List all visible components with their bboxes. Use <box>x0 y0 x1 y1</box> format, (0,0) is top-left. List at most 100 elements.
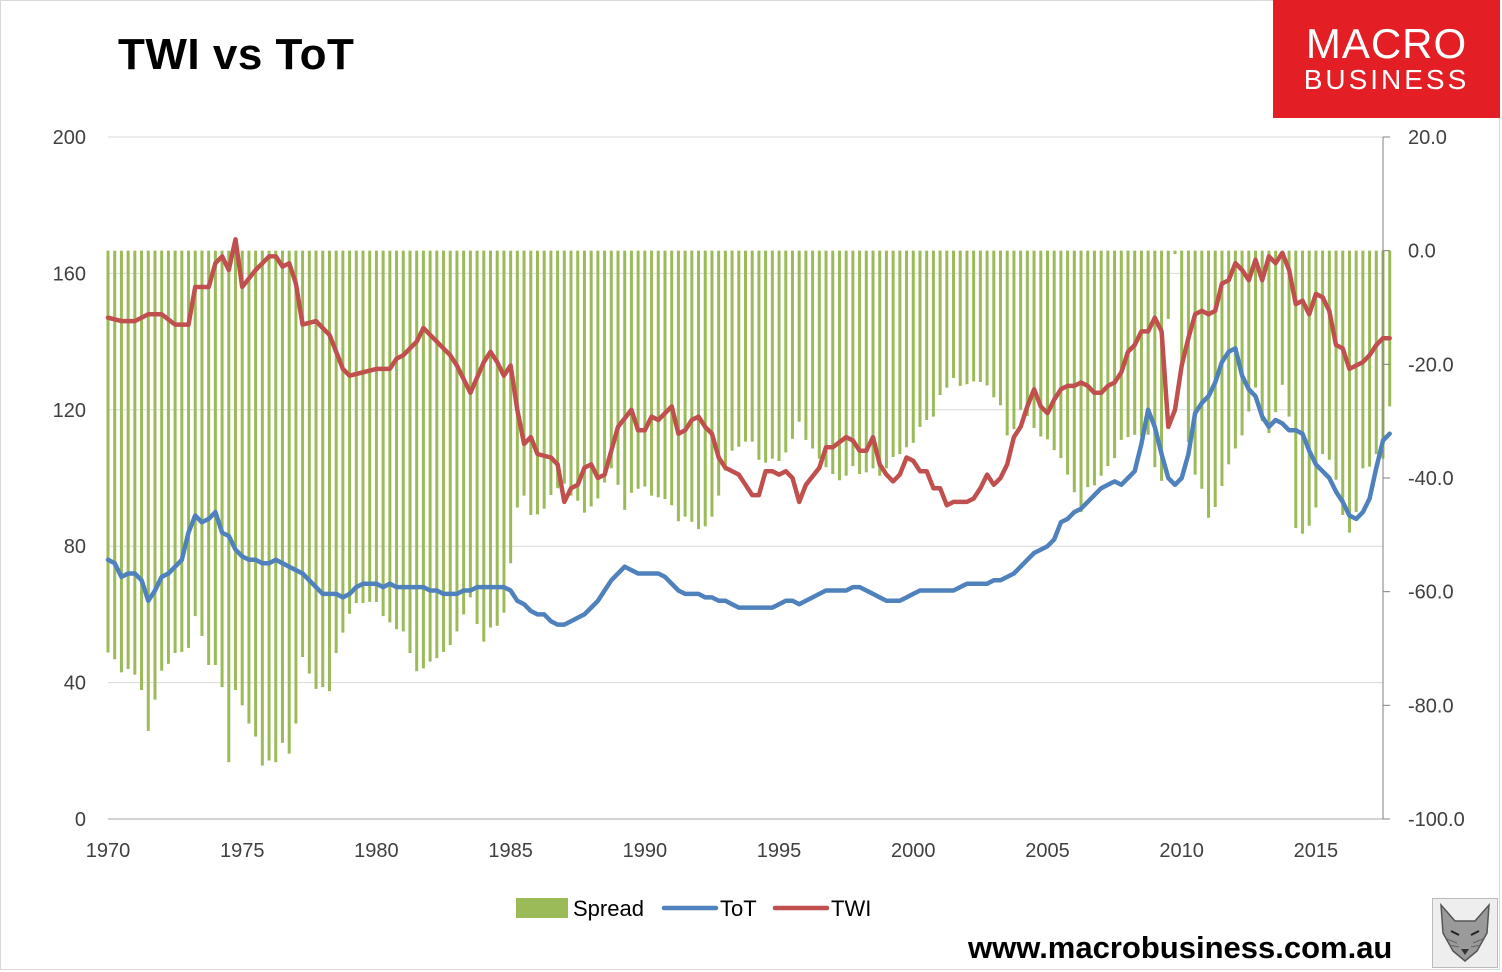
spread-bar <box>556 250 560 489</box>
spread-bar <box>757 250 761 460</box>
spread-bar <box>650 250 654 496</box>
spread-bar <box>435 250 439 659</box>
twi-line <box>105 237 1392 508</box>
spread-bar <box>1287 250 1291 417</box>
x-tick-label: 1985 <box>488 840 533 862</box>
spread-bar <box>931 250 935 417</box>
spread-bar <box>1126 250 1130 438</box>
spread-bar <box>623 250 627 510</box>
legend-swatch-spread <box>516 898 568 918</box>
spread-bar <box>1092 250 1096 486</box>
spread-bar <box>603 250 607 483</box>
spread-bar <box>1160 250 1164 481</box>
spread-bar <box>730 250 734 451</box>
spread-bar <box>938 250 942 396</box>
spread-bar <box>1207 250 1211 518</box>
axes <box>108 136 1390 820</box>
spread-bar <box>1153 250 1157 468</box>
spread-bar <box>643 250 647 487</box>
spread-bar <box>703 250 707 527</box>
spread-bar <box>294 250 298 724</box>
spread-bar <box>482 250 486 642</box>
spread-bar <box>408 250 412 654</box>
series-lines <box>105 237 1392 627</box>
spread-bar <box>146 250 150 731</box>
spread-bar <box>723 250 727 471</box>
spread-bar <box>945 250 949 388</box>
spread-bar <box>616 250 620 485</box>
spread-bar <box>442 250 446 652</box>
spread-bar <box>952 250 956 378</box>
y-right-tick-label: -80.0 <box>1408 695 1454 717</box>
spread-bar <box>1086 250 1090 488</box>
spread-bar <box>307 250 311 674</box>
spread-bar <box>502 250 506 613</box>
spread-bar <box>1300 250 1304 534</box>
spread-bar <box>965 250 969 385</box>
spread-bar <box>683 250 687 517</box>
spread-bar <box>489 250 492 628</box>
spread-bar <box>824 250 828 468</box>
spread-bar <box>905 250 909 448</box>
spread-bar <box>280 250 284 743</box>
spread-bar <box>509 250 513 564</box>
spread-bar <box>844 250 848 476</box>
spread-bar <box>871 250 875 469</box>
spread-bar <box>898 250 902 455</box>
x-tick-label: 1990 <box>623 840 668 862</box>
spread-bar <box>1052 250 1056 451</box>
spread-bar <box>1099 250 1103 476</box>
spread-bar <box>670 250 674 506</box>
spread-bar <box>1072 250 1076 493</box>
x-tick-label: 1975 <box>220 840 265 862</box>
spread-bar <box>535 250 539 515</box>
spread-bar <box>220 250 224 688</box>
spread-bar <box>1032 250 1036 428</box>
spread-bar <box>542 250 546 509</box>
spread-bar <box>475 250 479 625</box>
spread-bar <box>140 250 144 690</box>
spread-bar <box>1039 250 1043 437</box>
spread-bar <box>1260 250 1264 422</box>
macrobusiness-logo[interactable]: MACRO BUSINESS <box>1273 0 1500 118</box>
footer-url[interactable]: www.macrobusiness.com.au <box>968 930 1393 965</box>
spread-bar <box>790 250 794 439</box>
spread-bar <box>462 250 466 615</box>
spread-bar <box>717 250 721 496</box>
spread-bar <box>1193 250 1197 475</box>
spread-bar <box>522 250 526 496</box>
spread-bar <box>1146 250 1150 435</box>
spread-bar <box>1341 250 1345 515</box>
spread-bar <box>1254 250 1257 388</box>
spread-bar <box>240 250 244 706</box>
spread-bar <box>327 250 331 692</box>
spread-bar <box>455 250 459 632</box>
spread-bar <box>187 250 191 648</box>
spread-bar <box>1005 250 1009 436</box>
y-right-tick-label: -100.0 <box>1408 809 1465 831</box>
spread-bar <box>1025 250 1029 417</box>
tot-line <box>105 346 1392 627</box>
spread-bar <box>428 250 432 662</box>
y-left-tick-label: 120 <box>53 400 86 422</box>
legend-label-twi: TWI <box>831 896 871 921</box>
spread-bar <box>690 250 694 522</box>
spread-bar <box>1240 250 1244 436</box>
y-right-tick-label: -40.0 <box>1408 468 1454 490</box>
spread-bar <box>978 250 982 382</box>
spread-bar <box>817 250 821 459</box>
spread-bar <box>569 250 573 496</box>
spread-bar <box>180 250 184 652</box>
spread-bar <box>851 250 855 467</box>
spread-bar <box>576 250 580 501</box>
spread-bar <box>811 250 815 449</box>
spread-bar <box>301 250 305 658</box>
spread-bar <box>1045 250 1049 440</box>
spread-bar <box>958 250 962 386</box>
spread-bar <box>992 250 996 398</box>
spread-bar <box>1119 250 1123 440</box>
spread-bar <box>381 250 385 617</box>
spread-bar <box>1354 250 1358 513</box>
spread-bar <box>368 250 372 602</box>
